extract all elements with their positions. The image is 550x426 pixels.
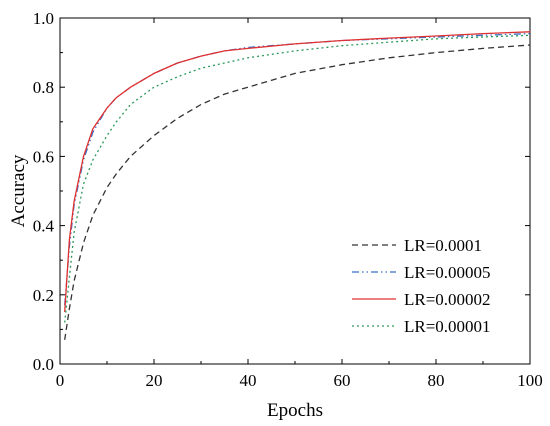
legend: LR=0.0001 LR=0.00005 LR=0.00002 LR=0.00001 xyxy=(352,236,491,336)
legend-label: LR=0.00001 xyxy=(404,317,491,336)
x-tick-label: 20 xyxy=(146,371,163,390)
axes: 0 20 40 60 80 100 0.0 0.2 0.4 0.6 0.8 1.0 xyxy=(33,9,543,390)
y-tick-label: 0.2 xyxy=(33,286,54,305)
legend-item: LR=0.00005 xyxy=(352,263,491,282)
x-axis-title: Epochs xyxy=(267,400,323,421)
legend-label: LR=0.0001 xyxy=(404,236,482,255)
y-tick-label: 0.4 xyxy=(33,217,55,236)
series-line-1 xyxy=(64,44,531,340)
y-tick-label: 1.0 xyxy=(33,9,54,28)
x-tick-label: 100 xyxy=(517,371,543,390)
y-tick-label: 0.6 xyxy=(33,147,54,166)
x-tick-label: 80 xyxy=(428,371,445,390)
y-tick-label: 0.8 xyxy=(33,78,54,97)
legend-label: LR=0.00005 xyxy=(404,263,491,282)
legend-item: LR=0.0001 xyxy=(352,236,482,255)
x-tick-label: 40 xyxy=(240,371,257,390)
legend-item: LR=0.00002 xyxy=(352,290,491,309)
series-layer xyxy=(64,31,531,340)
legend-label: LR=0.00002 xyxy=(404,290,491,309)
y-tick-label: 0.0 xyxy=(33,355,54,374)
x-tick-label: 60 xyxy=(334,371,351,390)
y-axis-title: Accuracy xyxy=(8,154,29,227)
legend-item: LR=0.00001 xyxy=(352,317,491,336)
x-tick-label: 0 xyxy=(56,371,65,390)
plot-frame xyxy=(59,17,531,365)
series-line-3 xyxy=(64,31,531,313)
